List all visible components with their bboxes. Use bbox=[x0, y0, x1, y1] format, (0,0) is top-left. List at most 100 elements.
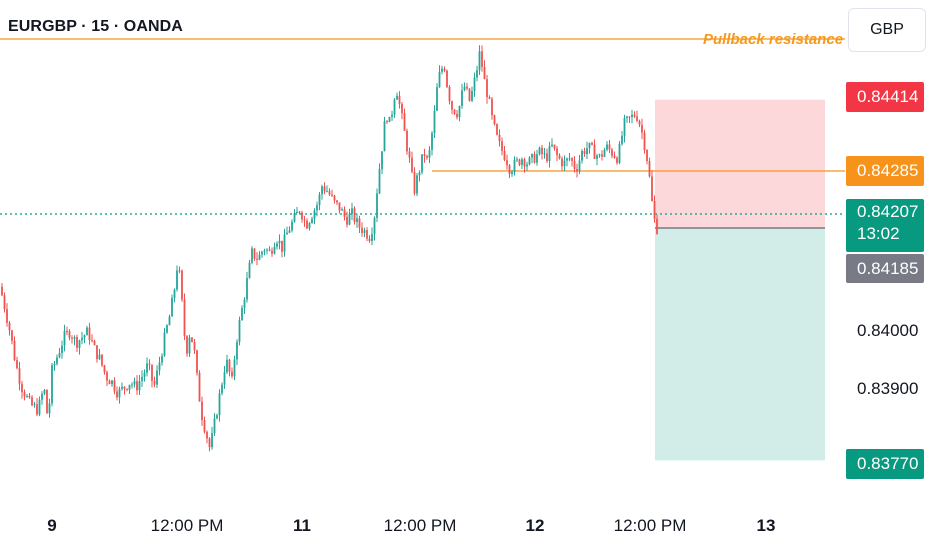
candle-body-153 bbox=[383, 121, 386, 152]
candle-body-226 bbox=[566, 158, 568, 161]
currency-button[interactable]: GBP bbox=[848, 8, 926, 52]
candle-body-26 bbox=[66, 330, 68, 332]
candle-body-20 bbox=[51, 365, 53, 404]
candle-body-5 bbox=[13, 340, 16, 361]
candle-body-165 bbox=[413, 171, 416, 194]
candle-body-54 bbox=[136, 381, 138, 391]
candle-body-48 bbox=[121, 386, 123, 389]
candle-body-76 bbox=[191, 337, 193, 343]
candle-body-42 bbox=[106, 372, 108, 381]
candle-body-147 bbox=[368, 238, 371, 241]
candle-body-37 bbox=[93, 340, 96, 346]
candle-body-105 bbox=[263, 250, 266, 252]
candle-body-219 bbox=[548, 146, 551, 162]
candle-body-202 bbox=[506, 160, 508, 166]
candle-body-88 bbox=[221, 384, 223, 394]
candle-body-53 bbox=[133, 381, 136, 385]
candle-body-115 bbox=[288, 230, 291, 233]
candle-body-55 bbox=[138, 381, 141, 391]
candle-body-49 bbox=[123, 386, 126, 389]
candle-body-210 bbox=[526, 164, 528, 167]
candle-body-242 bbox=[606, 144, 608, 150]
candle-body-38 bbox=[96, 345, 98, 360]
candle-body-96 bbox=[241, 307, 243, 321]
candle-body-110 bbox=[276, 243, 278, 247]
candle-body-57 bbox=[143, 372, 146, 377]
candle-body-154 bbox=[386, 121, 388, 123]
candle-body-132 bbox=[331, 194, 333, 196]
candle-body-52 bbox=[131, 384, 133, 386]
candle-body-170 bbox=[426, 156, 428, 158]
candle-body-12 bbox=[31, 397, 33, 406]
candle-body-122 bbox=[306, 220, 308, 229]
candle-body-144 bbox=[361, 227, 363, 233]
candle-body-195 bbox=[488, 97, 491, 99]
candle-body-171 bbox=[428, 149, 431, 158]
candle-body-172 bbox=[431, 132, 433, 150]
candle-body-67 bbox=[168, 316, 171, 326]
candle-body-39 bbox=[98, 354, 101, 360]
candle-body-186 bbox=[466, 86, 468, 89]
candle-body-141 bbox=[353, 208, 356, 223]
candle-body-121 bbox=[303, 219, 306, 221]
candle-body-249 bbox=[623, 117, 626, 136]
candle-body-215 bbox=[538, 147, 541, 155]
candle-body-82 bbox=[206, 431, 208, 439]
candle-body-68 bbox=[171, 297, 173, 317]
candle-body-120 bbox=[301, 212, 303, 220]
candle-body-64 bbox=[161, 355, 163, 363]
candle-body-167 bbox=[418, 172, 421, 176]
candle-body-31 bbox=[78, 340, 81, 348]
candle-body-194 bbox=[486, 79, 488, 98]
candle-body-129 bbox=[323, 186, 326, 192]
candle-body-19 bbox=[48, 403, 51, 414]
candle-body-104 bbox=[261, 251, 263, 255]
candle-body-214 bbox=[536, 154, 538, 163]
candle-body-72 bbox=[181, 270, 183, 300]
candle-body-157 bbox=[393, 99, 396, 115]
candle-body-102 bbox=[256, 258, 258, 260]
candle-body-251 bbox=[628, 116, 631, 118]
candle-body-216 bbox=[541, 147, 543, 155]
candle-body-9 bbox=[23, 392, 26, 397]
candle-body-244 bbox=[611, 149, 613, 156]
candle-body-108 bbox=[271, 250, 273, 254]
candle-body-40 bbox=[101, 354, 103, 366]
candle-body-23 bbox=[58, 353, 61, 358]
candle-body-113 bbox=[283, 234, 286, 252]
candle-body-168 bbox=[421, 154, 423, 173]
candle-body-71 bbox=[178, 270, 181, 272]
candle-body-232 bbox=[581, 150, 583, 161]
candle-body-183 bbox=[458, 106, 461, 118]
candle-body-51 bbox=[128, 384, 131, 390]
candle-body-189 bbox=[473, 77, 476, 91]
candle-body-212 bbox=[531, 154, 533, 158]
candle-body-93 bbox=[233, 359, 236, 377]
candle-body-32 bbox=[81, 337, 83, 341]
take-profit-price-tag: 0.83770 bbox=[846, 449, 924, 479]
candle-body-160 bbox=[401, 104, 403, 114]
candle-body-176 bbox=[441, 68, 443, 72]
candle-body-92 bbox=[231, 371, 233, 377]
candle-body-221 bbox=[553, 144, 556, 149]
time-axis-label-5: 12:00 PM bbox=[613, 516, 687, 535]
candle-body-114 bbox=[286, 232, 288, 235]
candle-body-77 bbox=[193, 342, 196, 351]
candle-body-21 bbox=[53, 363, 56, 366]
candle-body-152 bbox=[381, 151, 383, 170]
candle-body-0 bbox=[1, 286, 3, 296]
current-price-tag: 0.84207 13:02 bbox=[846, 199, 924, 252]
candle-body-192 bbox=[481, 51, 483, 67]
candle-body-233 bbox=[583, 150, 586, 155]
candle-body-234 bbox=[586, 148, 588, 155]
candle-body-69 bbox=[173, 289, 176, 298]
candle-body-197 bbox=[493, 115, 496, 125]
candle-body-63 bbox=[158, 362, 161, 371]
candle-body-255 bbox=[638, 120, 641, 125]
candle-body-118 bbox=[296, 211, 298, 214]
candle-body-238 bbox=[596, 155, 598, 159]
candle-body-116 bbox=[291, 221, 293, 231]
candle-body-65 bbox=[163, 332, 166, 356]
candle-body-7 bbox=[18, 368, 21, 384]
